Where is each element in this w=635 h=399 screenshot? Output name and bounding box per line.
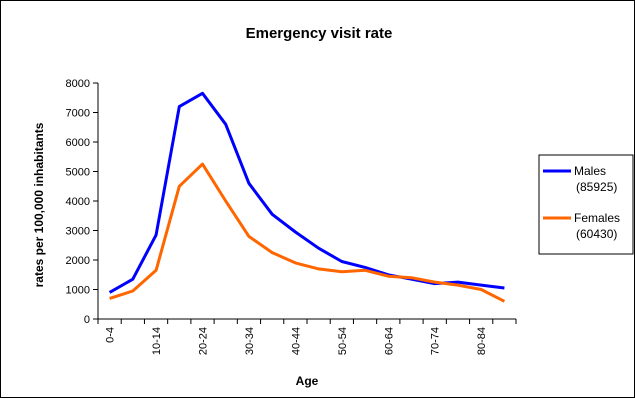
series-layer	[110, 93, 505, 301]
x-tick-label: 60-64	[383, 327, 395, 355]
y-axis: 0 1000 2000 3000 4000 5000 6000 7000 8000	[66, 78, 98, 326]
x-tick-label: 40-44	[290, 327, 302, 355]
y-tick-label: 7000	[66, 108, 90, 120]
y-tick-label: 3000	[66, 226, 90, 238]
legend-note-females: (60430)	[576, 227, 617, 241]
chart-title: Emergency visit rate	[246, 25, 393, 42]
y-tick-label: 2000	[66, 255, 90, 267]
y-tick-label: 4000	[66, 196, 90, 208]
series-line-males	[110, 93, 505, 292]
x-tick-label: 70-74	[430, 327, 442, 355]
x-tick-label: 80-84	[476, 327, 488, 355]
x-tick-label: 50-54	[337, 327, 349, 355]
legend-label-males: Males	[574, 164, 606, 178]
x-tick-label: 30-34	[244, 327, 256, 355]
y-tick-label: 8000	[66, 78, 90, 90]
y-tick-label: 5000	[66, 167, 90, 179]
series-line-females	[110, 164, 505, 301]
y-tick-label: 1000	[66, 285, 90, 297]
x-tick-label: 20-24	[198, 327, 210, 355]
y-tick-label: 0	[84, 314, 90, 326]
y-axis-title: rates per 100,000 inhabitants	[32, 122, 46, 287]
x-axis: 0-4 10-14 20-24 30-34 40-44 50-54 60-64 70-74 80…	[98, 319, 516, 355]
legend-label-females: Females	[574, 211, 620, 225]
legend-note-males: (85925)	[576, 180, 617, 194]
y-tick-label: 6000	[66, 137, 90, 149]
x-axis-title: Age	[296, 374, 319, 388]
x-tick-label: 0-4	[105, 327, 117, 343]
legend: Males (85925) Females (60430)	[539, 155, 633, 254]
x-tick-label: 10-14	[151, 327, 163, 355]
